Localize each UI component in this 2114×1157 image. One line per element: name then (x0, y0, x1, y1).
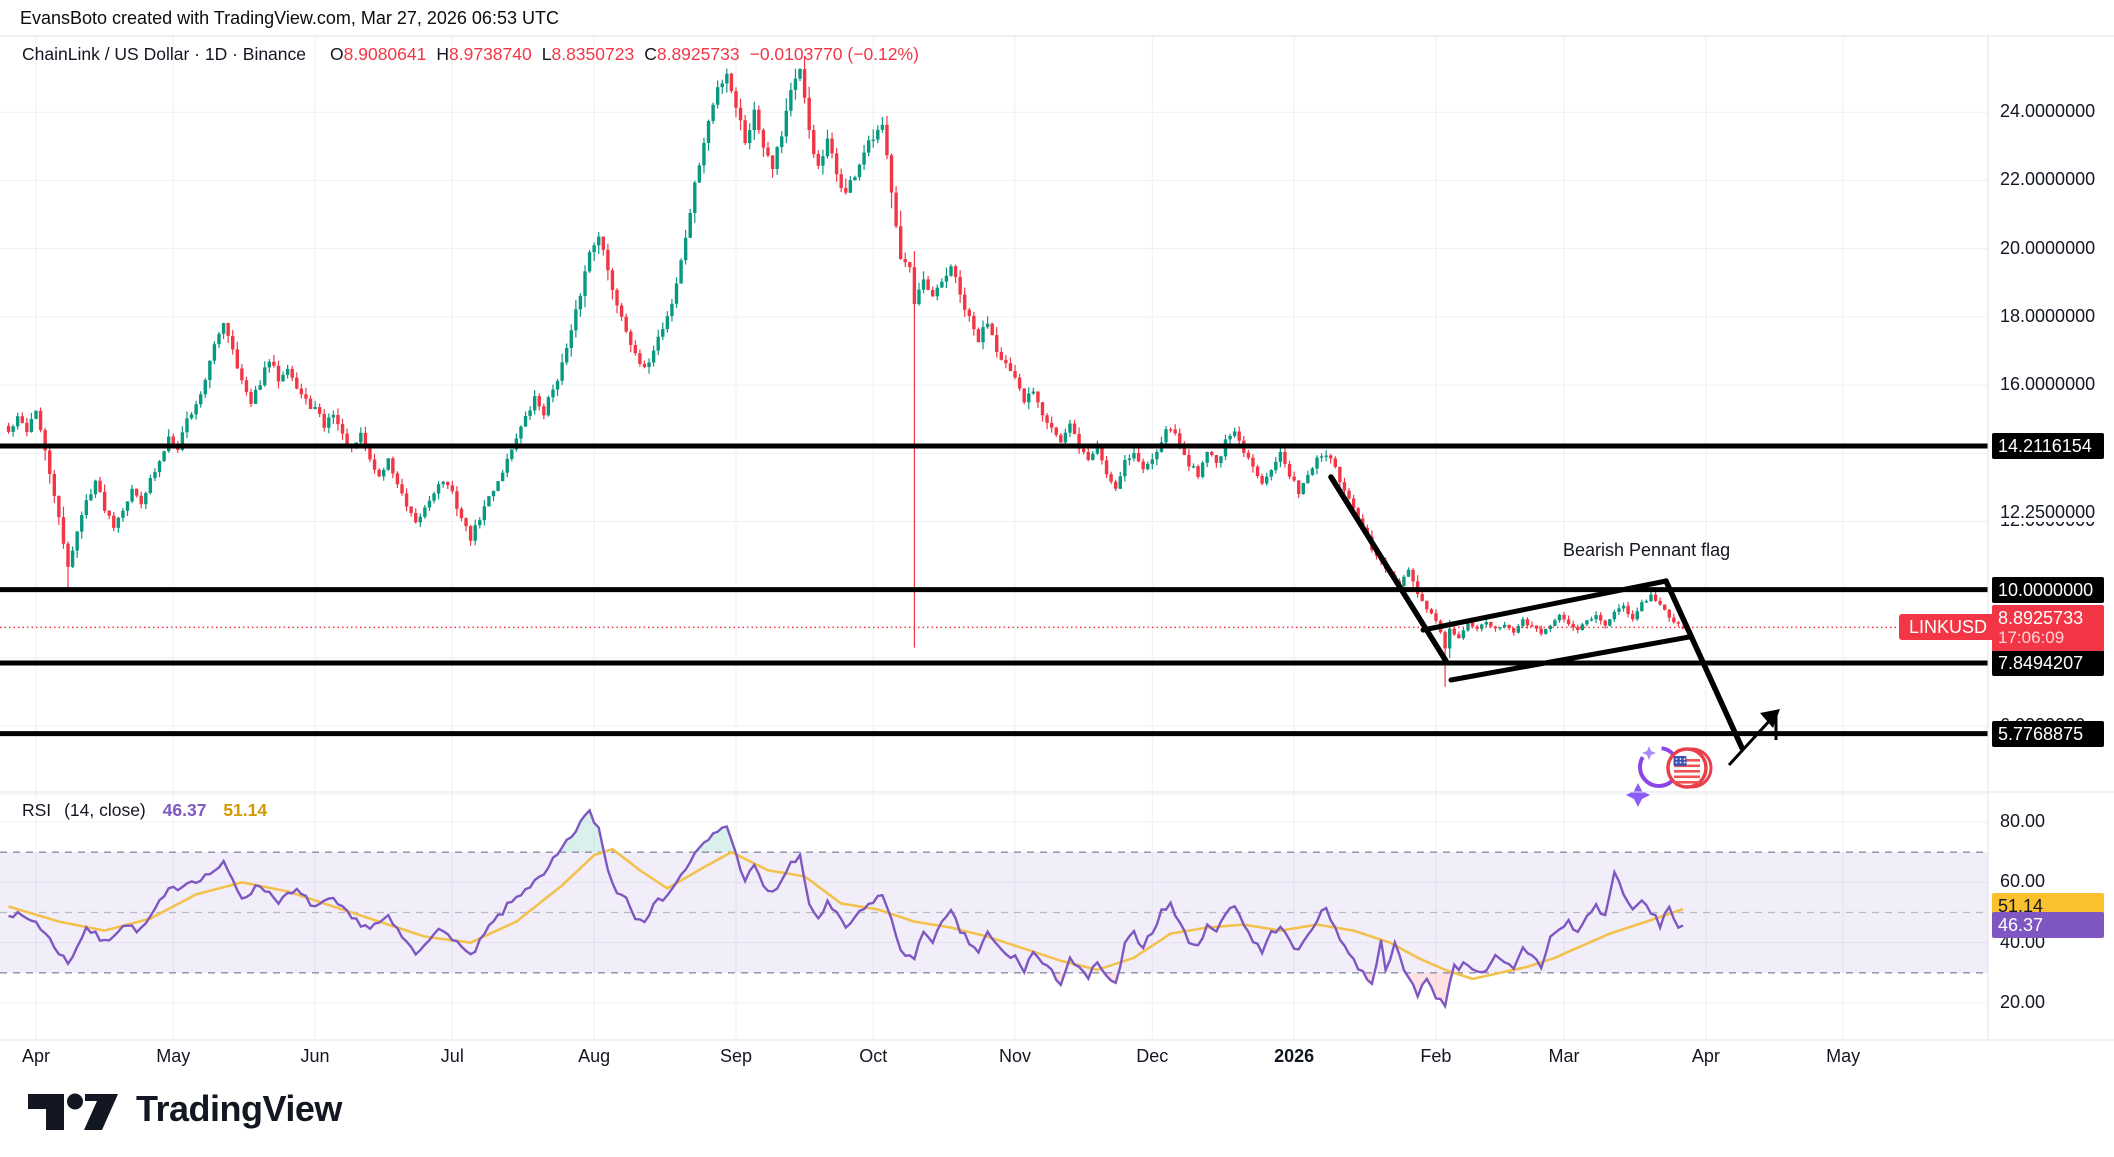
time-axis-label: Jul (440, 1046, 464, 1066)
rsi-value-main: 46.37 (162, 800, 207, 820)
time-axis-label: Nov (999, 1046, 1032, 1066)
channel-lower-line (1448, 634, 1692, 683)
ohlc-value: 8.8925733 (656, 44, 740, 64)
price-level-badge: 5.7768875 (1992, 720, 2104, 747)
rsi-tick: 60.00 (1996, 871, 2050, 892)
ohlc-value: 8.9738740 (449, 44, 532, 64)
rsi-oversold-fill (1053, 972, 1453, 1007)
price-tick: 22.0000000 (1996, 169, 2100, 190)
ohlc-key: C (644, 44, 657, 64)
gridlines (0, 36, 1988, 1040)
time-axis-label: Sep (719, 1046, 752, 1066)
ohlc-key: H (436, 44, 450, 64)
rsi-main-line (8, 808, 1684, 1010)
flagpole-line (1328, 474, 1449, 664)
time-axis-label: May (156, 1046, 191, 1066)
channel-upper-line (1420, 578, 1669, 633)
ohlc-value: 8.8350723 (551, 44, 635, 64)
price-level-badge: 14.2116154 (1992, 433, 2104, 459)
rsi-overbought-fill (559, 810, 736, 853)
time-axis-label: 2026 (1274, 1046, 1315, 1066)
symbol-title: ChainLink / US Dollar · 1D · Binance (22, 44, 307, 64)
tradingview-logo-text: TradingView (136, 1088, 342, 1129)
time-axis-label: Feb (1420, 1046, 1452, 1066)
time-axis-label: Dec (1136, 1046, 1169, 1066)
price-change: −0.0103770 (−0.12%) (749, 44, 919, 64)
currency-exchange-icon (1626, 746, 1713, 807)
rsi-params: (14, close) (64, 800, 146, 820)
price-level-badge: 7.8494207 (1992, 649, 2104, 676)
rsi-value-ma: 51.14 (223, 800, 268, 820)
price-tick: 20.0000000 (1996, 237, 2100, 258)
rsi-title: RSI (22, 800, 52, 820)
rsi-value-badge: 46.37 (1992, 912, 2104, 938)
last-price-value: 8.8925733 (1998, 608, 2084, 629)
pennant-drawing (1328, 474, 1780, 767)
time-axis-label: May (1826, 1046, 1861, 1066)
pennant-annotation[interactable]: Bearish Pennant flag (1563, 540, 1731, 560)
candlesticks (6, 55, 1685, 687)
price-tick: 18.0000000 (1996, 305, 2100, 326)
time-axis-label: Apr (21, 1046, 51, 1066)
price-tick: 24.0000000 (1996, 101, 2100, 122)
price-level-badge: 10.0000000 (1992, 576, 2104, 603)
price-tick: 16.0000000 (1996, 374, 2100, 395)
arrow-line (1727, 716, 1774, 767)
rsi-legend[interactable]: RSI (14, close) 46.37 51.14 (22, 800, 267, 821)
price-tick: 12.2500000 (1996, 501, 2100, 522)
time-axis-label: Apr (1691, 1046, 1720, 1066)
rsi-tick: 80.00 (1996, 811, 2050, 831)
rsi-ma-line (8, 847, 1684, 981)
arrow-head (1760, 709, 1780, 728)
time-axis-label: Aug (578, 1046, 611, 1066)
footer-logo[interactable]: TradingView (28, 1086, 342, 1132)
ohlc-key: L (541, 44, 552, 64)
support-resistance-lines (0, 443, 1988, 737)
ohlc-values: O8.9080641 H8.9738740 L8.8350723 C8.8925733 (320, 44, 740, 64)
time-axis-label: Jun (300, 1046, 330, 1066)
time-axis-label: Oct (859, 1046, 888, 1066)
breakdown-line (1663, 578, 1745, 751)
symbol-legend[interactable]: ChainLink / US Dollar · 1D · Binance O8.9… (22, 44, 919, 65)
time-axis-label: Mar (1548, 1046, 1580, 1066)
tradingview-logo-icon (28, 1093, 118, 1130)
header-note: EvansBoto created with TradingView.com, … (20, 8, 559, 28)
rsi-tick: 20.00 (1996, 992, 2050, 1013)
ohlc-key: O (330, 44, 344, 64)
last-price-badge: 8.8925733 17:06:09 (1992, 605, 2104, 652)
symbol-price-label: LINKUSD (1899, 614, 1998, 641)
ohlc-value: 8.9080641 (343, 44, 427, 64)
bar-countdown: 17:06:09 (1998, 628, 2065, 648)
